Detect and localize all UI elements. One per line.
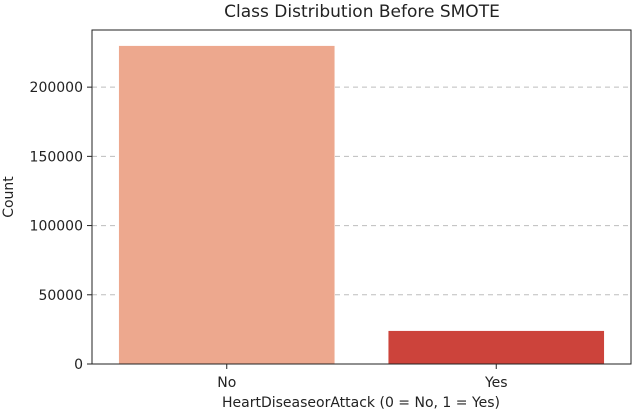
x-tick-label: Yes [484,375,508,391]
y-tick-label: 200000 [30,80,83,96]
y-tick-label: 150000 [30,149,83,165]
y-tick-label: 50000 [38,288,83,304]
y-tick-label: 100000 [30,219,83,235]
bar-yes [388,330,605,364]
y-axis-label: Count [1,176,17,218]
bars [118,45,605,365]
chart-title: Class Distribution Before SMOTE [224,2,500,22]
x-axis: No Yes [217,364,508,391]
y-tick-label: 0 [74,357,83,373]
plot-frame [91,29,632,365]
y-axis: 0 50000 100000 150000 200000 [30,80,92,373]
bar-no [118,45,335,365]
x-axis-label: HeartDiseaseorAttack (0 = No, 1 = Yes) [222,395,500,411]
x-tick-label: No [217,375,236,391]
